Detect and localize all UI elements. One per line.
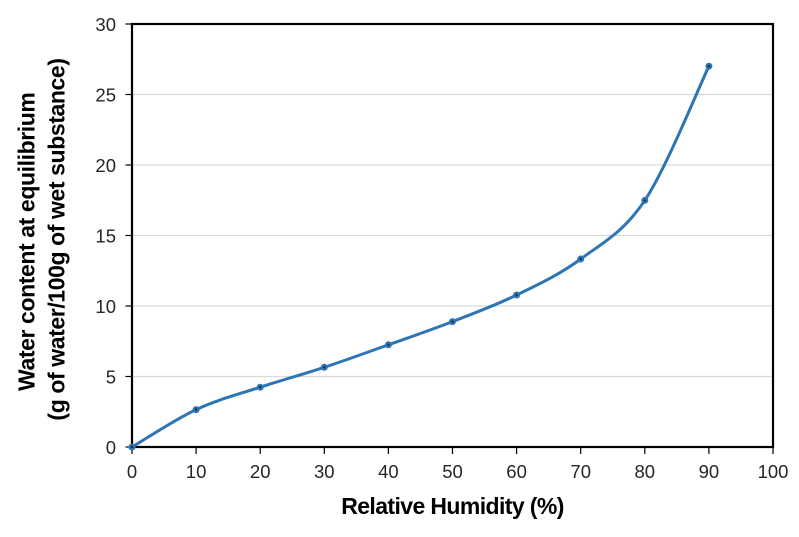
svg-text:5: 5 (106, 366, 116, 387)
svg-text:90: 90 (699, 461, 720, 482)
svg-text:0: 0 (106, 437, 116, 458)
svg-text:80: 80 (635, 461, 656, 482)
svg-text:60: 60 (506, 461, 527, 482)
svg-text:Water content at equilibrium: Water content at equilibrium (14, 93, 40, 391)
svg-text:20: 20 (95, 155, 116, 176)
svg-text:10: 10 (95, 296, 116, 317)
svg-text:50: 50 (442, 461, 463, 482)
svg-text:(g of water/100g of wet substa: (g of water/100g of wet substance) (44, 58, 70, 420)
svg-text:15: 15 (95, 225, 116, 246)
svg-text:25: 25 (95, 84, 116, 105)
svg-text:0: 0 (127, 461, 137, 482)
svg-text:30: 30 (314, 461, 335, 482)
svg-text:20: 20 (250, 461, 271, 482)
svg-text:30: 30 (95, 14, 116, 35)
svg-text:10: 10 (186, 461, 207, 482)
svg-text:70: 70 (570, 461, 591, 482)
svg-text:Relative Humidity (%): Relative Humidity (%) (341, 493, 564, 519)
svg-text:40: 40 (378, 461, 399, 482)
svg-text:100: 100 (758, 461, 789, 482)
